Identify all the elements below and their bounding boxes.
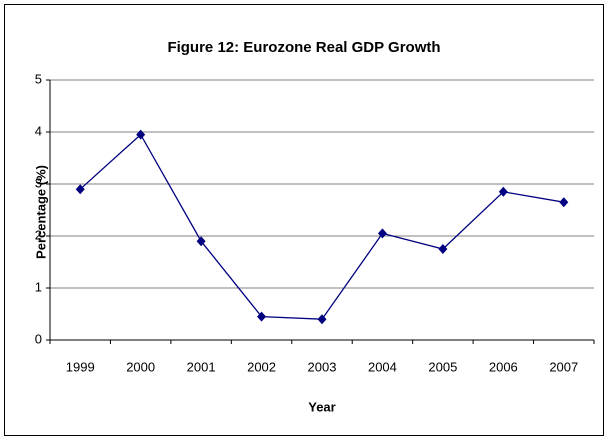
x-axis-label: Year — [308, 399, 335, 414]
marker — [136, 129, 146, 140]
marker — [257, 311, 267, 322]
y-tick-label: 4 — [35, 123, 42, 138]
y-tick-label: 1 — [35, 279, 42, 294]
marker — [498, 186, 508, 197]
x-tick-label: 1999 — [66, 359, 95, 374]
y-axis-label: Percentage (%) — [33, 165, 48, 259]
x-tick-label: 2003 — [308, 359, 337, 374]
y-tick-label: 3 — [35, 175, 42, 190]
x-tick-label: 2005 — [428, 359, 457, 374]
x-tick-label: 2001 — [187, 359, 216, 374]
marker — [75, 184, 85, 195]
marker — [317, 314, 327, 325]
chart-title: Figure 12: Eurozone Real GDP Growth — [167, 39, 440, 56]
marker — [559, 197, 569, 208]
x-tick-label: 2007 — [549, 359, 578, 374]
x-tick-label: 2000 — [126, 359, 155, 374]
chart-border — [4, 4, 604, 436]
x-tick-label: 2002 — [247, 359, 276, 374]
y-tick-label: 0 — [35, 331, 42, 346]
y-tick-label: 2 — [35, 227, 42, 242]
marker — [377, 228, 387, 239]
x-tick-label: 2006 — [489, 359, 518, 374]
marker — [438, 244, 448, 254]
y-tick-label: 5 — [35, 71, 42, 86]
x-tick-label: 2004 — [368, 359, 397, 374]
marker — [196, 236, 206, 247]
